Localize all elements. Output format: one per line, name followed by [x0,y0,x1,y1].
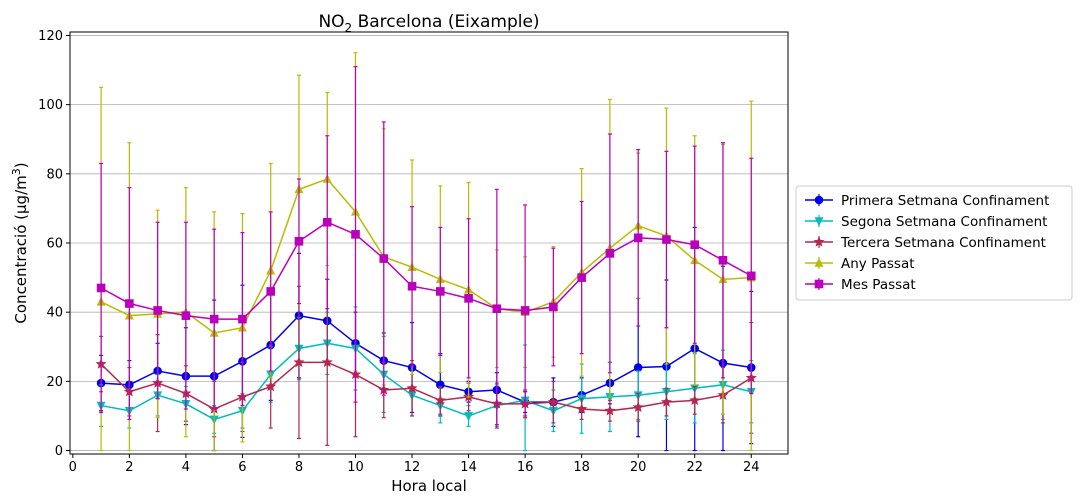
data-point [406,382,418,393]
y-axis-label-superscript: 3 [10,168,23,175]
legend-box [795,185,1073,301]
data-point [379,254,389,263]
legend-item: Mes Passat [805,277,916,293]
data-point [351,230,360,239]
data-point [577,273,586,282]
data-point [96,283,106,293]
data-point [492,304,502,314]
legend-label: Primera Setmana Confinament [841,193,1049,209]
series-line [100,221,752,320]
legend: Primera Setmana Confinament Segona Setman… [795,185,1073,301]
y-axis-label-text: Concentració (µg/m [12,175,30,323]
x-tick-label: 24 [743,460,760,475]
chart-title: NO2 Barcelona (Eixample) [318,12,539,35]
data-point [209,314,219,324]
legend-item: Any Passat [805,256,915,272]
legend-label: Segona Setmana Confinament [841,214,1047,230]
series-4 [96,52,756,452]
data-point [181,311,191,320]
data-point [434,394,446,406]
legend-item: Tercera Setmana Confinament [805,235,1046,251]
legend-marker [814,257,824,267]
legend-label: Any Passat [841,256,915,272]
data-point [153,306,162,315]
series-layer [95,52,757,452]
series-line [101,314,752,403]
data-point [322,217,332,227]
series-line [100,361,752,412]
data-point [266,287,276,296]
x-tick-label: 8 [295,460,303,475]
data-point [407,281,417,291]
x-tick-label: 18 [573,460,590,475]
data-point [662,235,671,244]
data-point [436,287,445,296]
series-1 [96,226,756,452]
legend-label: Mes Passat [841,277,916,293]
data-point [125,299,134,308]
x-axis-label: Hora local [391,477,467,495]
y-tick-label: 0 [55,444,63,459]
data-point [576,403,588,414]
data-point [547,396,559,407]
series-line [100,342,752,421]
legend-marker [814,217,824,227]
grid-layer [70,35,788,451]
x-tick-label: 2 [125,460,133,475]
y-tick-label: 80 [46,167,63,182]
series-2 [96,306,756,452]
legend-item: Primera Setmana Confinament [805,193,1049,209]
x-tick-label: 20 [630,460,647,475]
data-point [690,240,700,250]
data-point [549,302,558,312]
chart-title-rest: Barcelona (Eixample) [352,12,539,32]
x-tick-label: 10 [347,460,364,475]
data-point [746,271,756,281]
data-point [604,404,616,416]
chart-title-main: NO [318,12,344,32]
y-axis-label: Concentració (µg/m3) [10,162,30,323]
x-tick-label: 16 [517,460,534,475]
data-point [464,412,474,422]
data-point [294,236,304,246]
data-point [464,294,473,303]
data-point [718,255,728,265]
y-tick-label: 120 [38,29,63,44]
x-tick-label: 0 [69,460,77,475]
chart-title-subscript: 2 [345,21,353,35]
data-point [238,314,247,324]
data-point [633,363,643,372]
legend-marker [813,236,825,247]
series-line [100,178,752,334]
y-tick-label: 40 [46,306,63,321]
data-point [605,249,615,258]
y-tick-label: 20 [46,375,63,390]
x-tick-label: 14 [460,460,477,475]
x-tick-label: 4 [182,460,190,475]
data-point [321,356,333,368]
x-tick-label: 22 [686,460,703,475]
y-tick-label: 60 [46,237,63,252]
y-tick-label: 100 [38,98,63,113]
data-point [689,394,701,406]
legend-item: Segona Setmana Confinament [805,214,1047,230]
data-point [660,396,672,407]
data-point [293,356,305,368]
series-5 [96,65,756,429]
legend-marker [814,279,824,289]
data-point [265,380,277,392]
data-point [520,306,530,315]
y-axis-label-end: ) [12,162,30,168]
data-point [632,401,644,412]
data-point [633,233,643,243]
x-tick-label: 12 [404,460,421,475]
series-3 [95,278,757,446]
x-tick-label: 6 [238,460,246,475]
legend-marker [814,195,824,205]
legend-label: Tercera Setmana Confinament [840,235,1046,251]
